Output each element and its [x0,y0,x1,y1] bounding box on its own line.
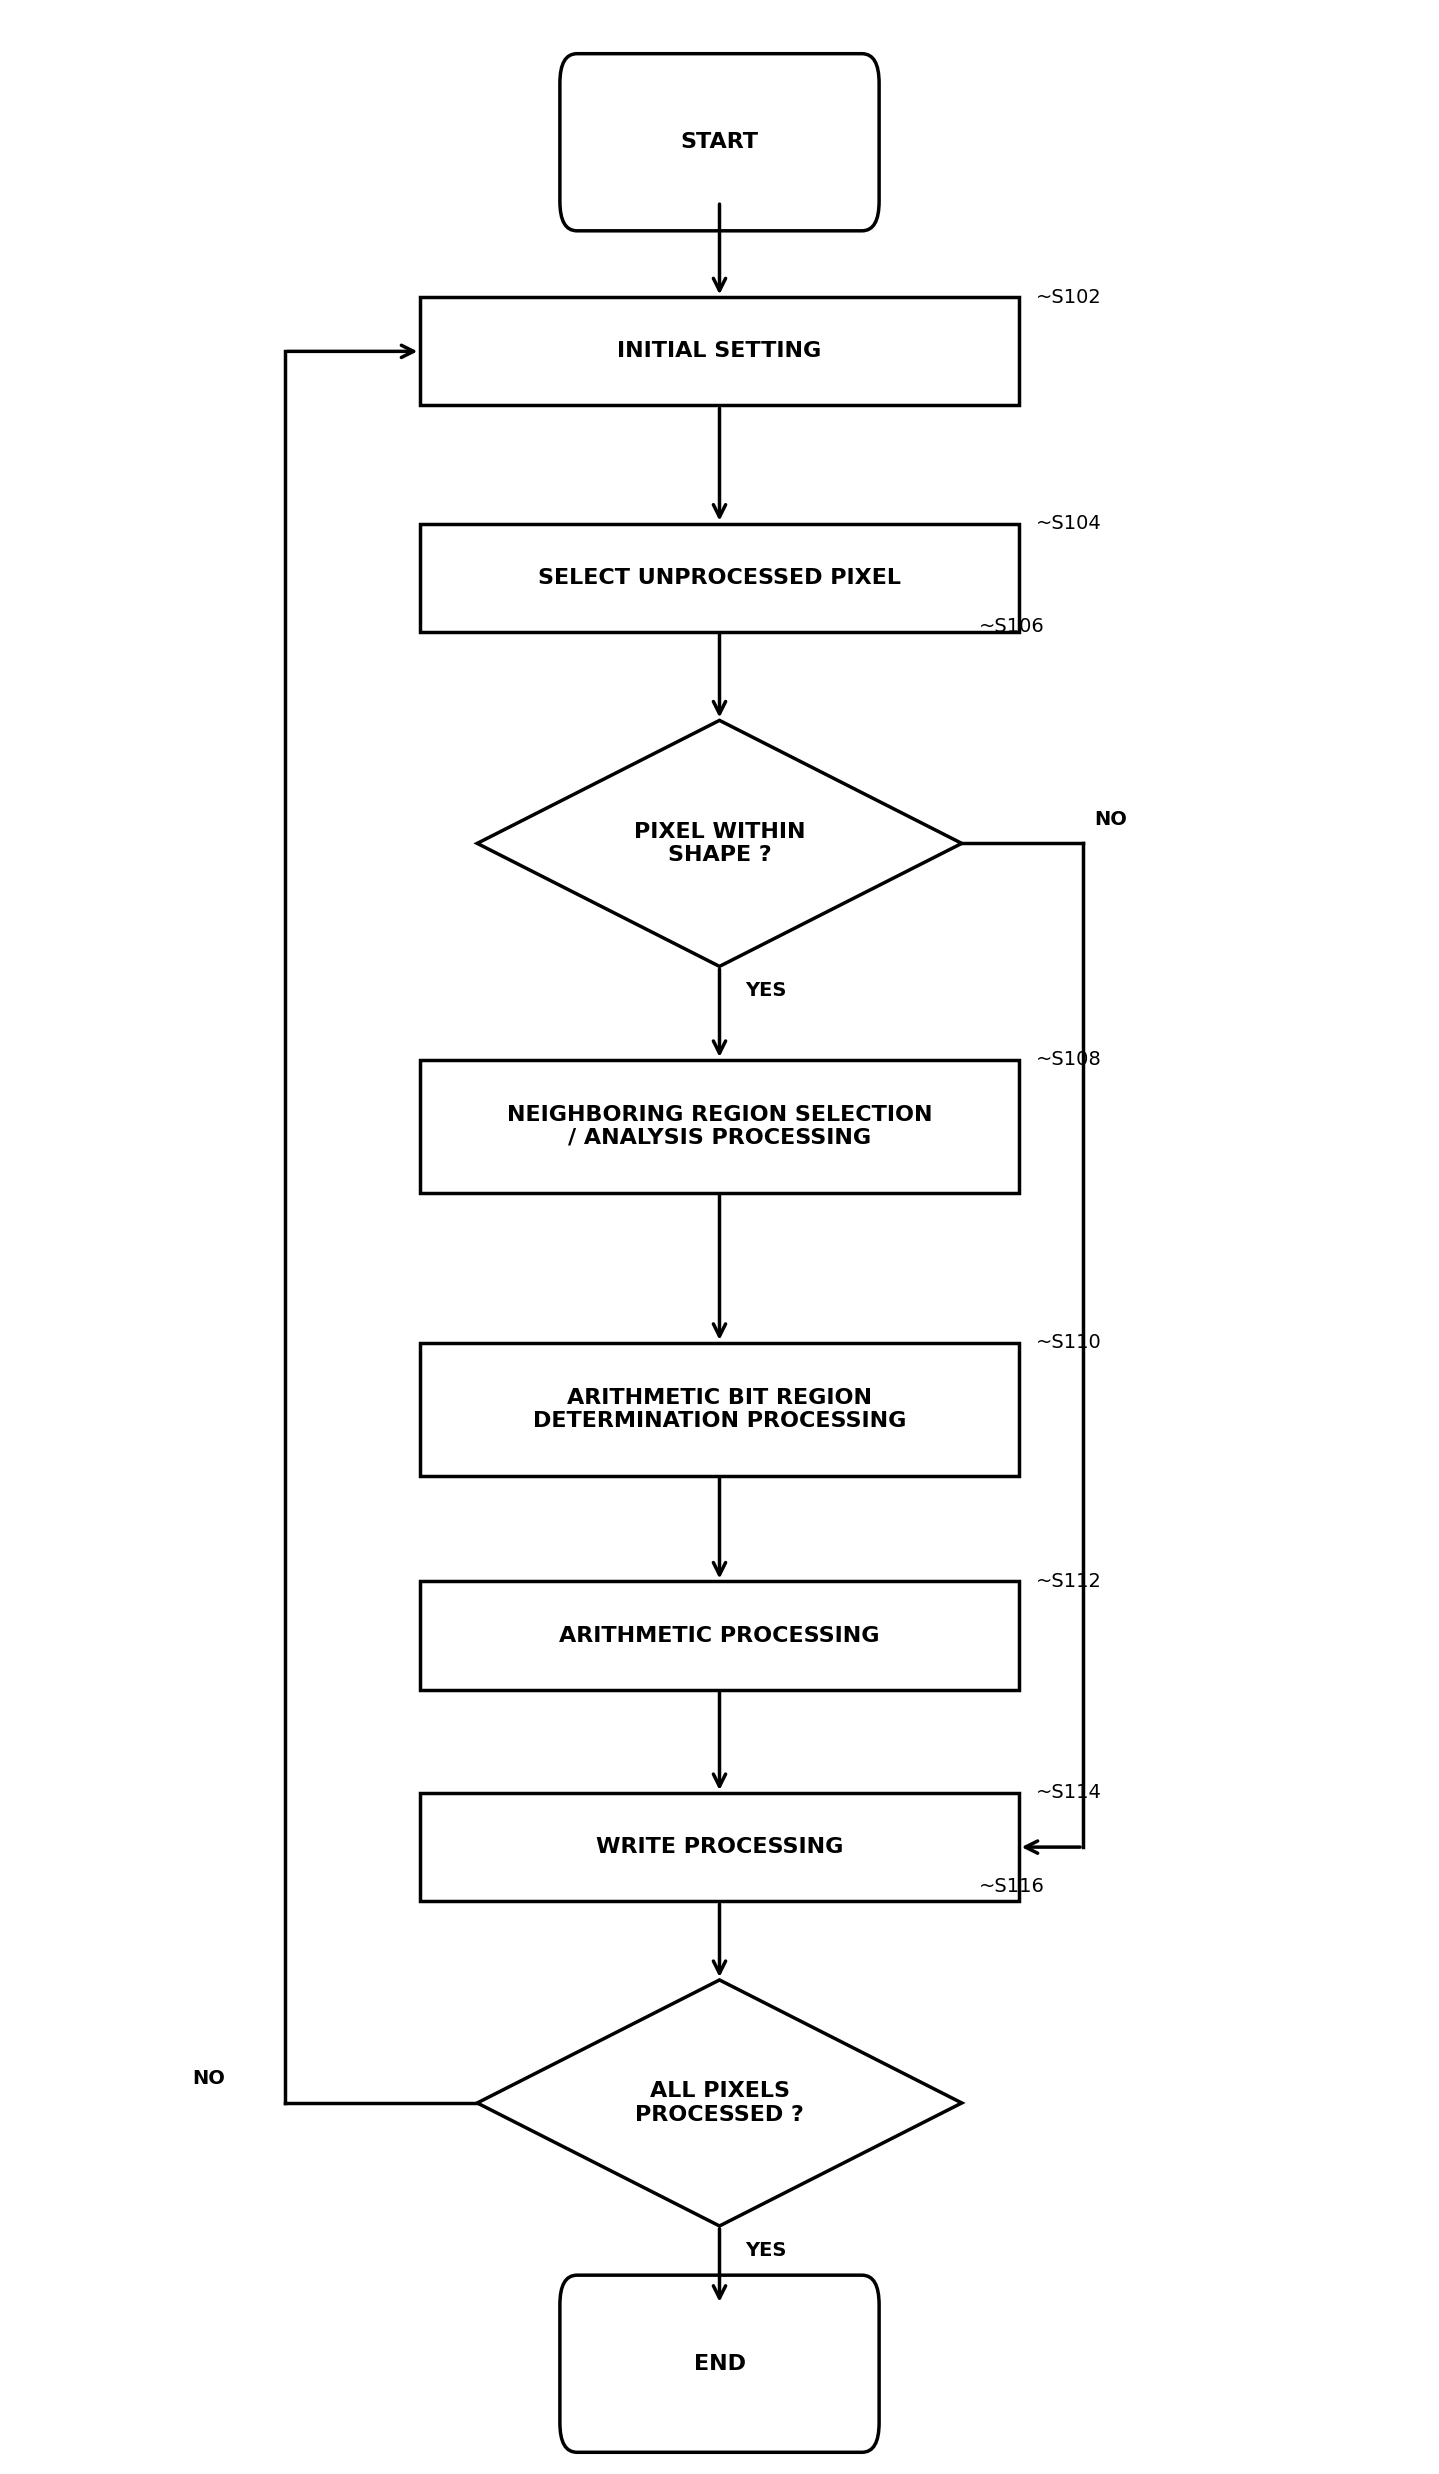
Text: ARITHMETIC PROCESSING: ARITHMETIC PROCESSING [560,1625,879,1645]
Text: ALL PIXELS
PROCESSED ?: ALL PIXELS PROCESSED ? [635,2081,804,2125]
Polygon shape [478,720,961,967]
Text: ~S112: ~S112 [1036,1571,1102,1591]
Text: PIXEL WITHIN
SHAPE ?: PIXEL WITHIN SHAPE ? [633,821,806,866]
Text: ~S116: ~S116 [979,1878,1045,1895]
Text: ~S114: ~S114 [1036,1784,1102,1804]
Bar [420,524,1019,631]
Bar [420,1059,1019,1192]
Bar [420,1581,1019,1690]
Text: NEIGHBORING REGION SELECTION
/ ANALYSIS PROCESSING: NEIGHBORING REGION SELECTION / ANALYSIS … [507,1106,932,1148]
FancyBboxPatch shape [560,54,879,230]
Text: NO: NO [193,2068,224,2088]
Text: END: END [694,2353,745,2373]
Text: START: START [681,131,758,153]
Text: ~S102: ~S102 [1036,287,1102,307]
Bar [420,297,1019,406]
Text: NO: NO [1094,809,1127,829]
Text: INITIAL SETTING: INITIAL SETTING [617,341,822,361]
Text: YES: YES [745,982,787,999]
Text: ~S110: ~S110 [1036,1333,1102,1353]
Polygon shape [478,1979,961,2227]
Text: ~S106: ~S106 [979,618,1045,636]
Bar [420,1794,1019,1900]
Text: YES: YES [745,2241,787,2259]
Text: WRITE PROCESSING: WRITE PROCESSING [596,1838,843,1858]
Text: SELECT UNPROCESSED PIXEL: SELECT UNPROCESSED PIXEL [538,567,901,589]
FancyBboxPatch shape [560,2276,879,2452]
Bar [420,1343,1019,1475]
Text: ~S104: ~S104 [1036,515,1102,532]
Text: ~S108: ~S108 [1036,1051,1102,1069]
Text: ARITHMETIC BIT REGION
DETERMINATION PROCESSING: ARITHMETIC BIT REGION DETERMINATION PROC… [532,1388,907,1430]
